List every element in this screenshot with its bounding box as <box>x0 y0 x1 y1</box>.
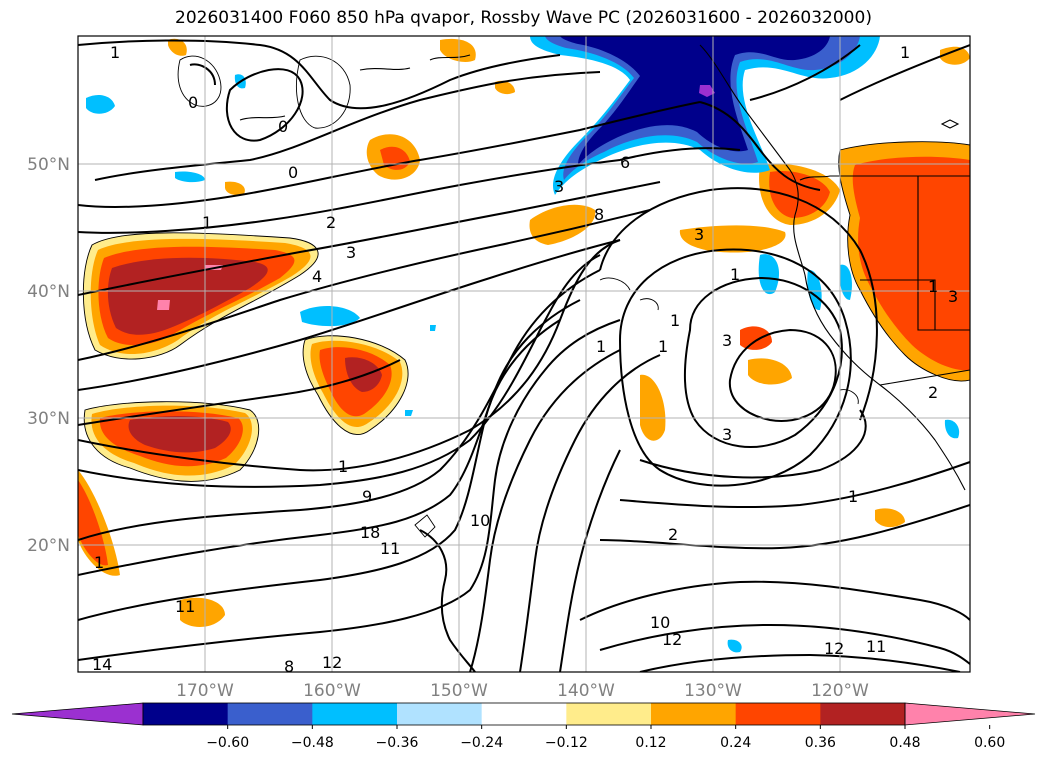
contour-label: 8 <box>284 657 294 676</box>
contour-label: 8 <box>594 205 604 224</box>
colorbar-tick-label: −0.12 <box>545 735 588 751</box>
colorbar-swatch <box>651 703 737 725</box>
contour-label: 1 <box>596 337 606 356</box>
contour-label: 1 <box>338 457 348 476</box>
contour-label: 11 <box>380 539 400 558</box>
colorbar-border <box>142 702 906 726</box>
contour-label: 12 <box>662 630 682 649</box>
colorbar-swatch <box>312 703 398 725</box>
contour-label: 0 <box>288 163 298 182</box>
contour-label-group: 1 0 0 1 0 2 3 4 1 9 10 18 11 11 14 8 12 … <box>92 43 958 676</box>
lon-label-130w: 130°W <box>684 681 742 701</box>
contour-label: 3 <box>722 331 732 350</box>
contour-label: 1 <box>658 337 668 356</box>
lat-label-30n: 30°N <box>27 409 70 429</box>
positive-anomaly-fill <box>78 38 970 627</box>
colorbar-extend-high <box>904 702 1036 726</box>
contour-label: 2 <box>668 525 678 544</box>
contour-label: 12 <box>322 653 342 672</box>
colorbar-tick-label: −0.60 <box>206 735 249 751</box>
map-gridlines <box>78 36 970 672</box>
latitude-labels: 50°N 40°N 30°N 20°N <box>27 155 70 556</box>
contour-label: 0 <box>278 117 288 136</box>
contour-label: 11 <box>175 597 195 616</box>
contour-label: 1 <box>900 43 910 62</box>
contour-label: 1 <box>202 213 212 232</box>
contour-label: 14 <box>92 655 112 674</box>
contour-label: 2 <box>928 383 938 402</box>
map-border <box>77 35 971 673</box>
coastlines <box>239 44 970 491</box>
contour-label: 6 <box>620 153 630 172</box>
colorbar-tick-label: −0.48 <box>291 735 334 751</box>
contour-label: 1 <box>730 265 740 284</box>
colorbar-tick-label: 0.12 <box>635 735 666 751</box>
contour-label: 4 <box>312 267 322 286</box>
contour-label: 3 <box>722 425 732 444</box>
contour-label: 10 <box>470 511 490 530</box>
rossby-pc-contours <box>78 39 970 672</box>
contour-label: 1 <box>110 43 120 62</box>
contour-label: 3 <box>694 225 704 244</box>
colorbar-swatch <box>820 703 906 725</box>
contour-label: 10 <box>650 613 670 632</box>
contour-label: 0 <box>188 93 198 112</box>
lon-label-150w: 150°W <box>430 681 488 701</box>
colorbar-swatch <box>143 703 229 725</box>
colorbar <box>11 702 1036 726</box>
contour-label: 1 <box>848 487 858 506</box>
contour-label: 1 <box>670 311 680 330</box>
lat-label-40n: 40°N <box>27 282 70 302</box>
contour-label: 3 <box>554 177 564 196</box>
lat-label-20n: 20°N <box>27 536 70 556</box>
contour-label: 12 <box>824 639 844 658</box>
map-frame-bg <box>78 36 970 672</box>
colorbar-tick-label: 0.48 <box>889 735 920 751</box>
lon-label-170w: 170°W <box>176 681 234 701</box>
colorbar-tick-labels: −0.60 −0.48 −0.36 −0.24 −0.12 0.12 0.24 0.36 0.4… <box>206 725 1005 751</box>
contour-label: 1 <box>94 553 104 572</box>
longitude-labels: 170°W 160°W 150°W 140°W 130°W 120°W <box>176 681 869 701</box>
colorbar-swatch <box>566 703 652 725</box>
colorbar-swatch <box>227 703 313 725</box>
lon-label-140w: 140°W <box>557 681 615 701</box>
lon-label-160w: 160°W <box>303 681 361 701</box>
colorbar-extend-low <box>11 702 144 726</box>
colorbar-swatch <box>735 703 821 725</box>
contour-label: 2 <box>326 213 336 232</box>
contour-label: 1 <box>928 277 938 296</box>
contour-label: 3 <box>346 243 356 262</box>
colorbar-tick-label: 0.60 <box>974 735 1005 751</box>
map-title: 2026031400 F060 850 hPa qvapor, Rossby W… <box>175 8 872 28</box>
contour-label: 3 <box>948 287 958 306</box>
colorbar-swatch <box>481 703 567 725</box>
colorbar-tick-label: −0.36 <box>376 735 419 751</box>
colorbar-tick-label: −0.24 <box>460 735 503 751</box>
contour-label: 18 <box>360 523 380 542</box>
lat-label-50n: 50°N <box>27 155 70 175</box>
negative-anomaly-fill <box>86 36 960 653</box>
contour-label: 9 <box>362 487 372 506</box>
colorbar-tick-label: 0.36 <box>805 735 836 751</box>
colorbar-tick-label: 0.24 <box>720 735 751 751</box>
lon-label-120w: 120°W <box>811 681 869 701</box>
map-plot-area: 1 0 0 1 0 2 3 4 1 9 10 18 11 11 14 8 12 … <box>78 36 970 676</box>
contour-label: 11 <box>866 637 886 656</box>
colorbar-swatch <box>397 703 483 725</box>
